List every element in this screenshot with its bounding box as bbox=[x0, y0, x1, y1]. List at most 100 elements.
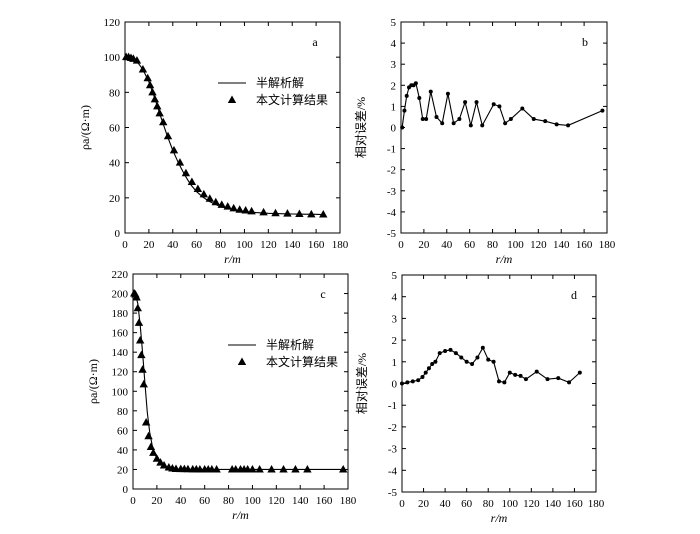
x-axis-label: r/m bbox=[496, 252, 513, 266]
point-marker bbox=[404, 93, 409, 98]
point-marker bbox=[567, 380, 572, 385]
triangle-marker bbox=[175, 158, 185, 166]
y-tick-label: -3 bbox=[387, 186, 397, 198]
point-marker bbox=[423, 370, 428, 375]
triangle-marker bbox=[139, 379, 148, 388]
triangle-marker bbox=[181, 168, 191, 177]
y-tick-label: 2 bbox=[391, 80, 397, 92]
point-marker bbox=[420, 374, 425, 379]
triangle-marker bbox=[141, 418, 151, 426]
triangle-marker bbox=[291, 464, 300, 473]
plot-frame bbox=[401, 274, 597, 493]
x-tick-label: 60 bbox=[464, 239, 476, 251]
triangle-marker bbox=[163, 131, 173, 140]
point-marker bbox=[410, 379, 415, 384]
x-tick-label: 60 bbox=[461, 498, 473, 510]
triangle-marker bbox=[247, 206, 256, 215]
y-tick-label: 200 bbox=[112, 289, 129, 301]
x-axis-label: r/m bbox=[232, 508, 249, 522]
x-tick-label: 20 bbox=[418, 498, 430, 510]
triangle-marker bbox=[132, 292, 141, 301]
triangle-marker bbox=[279, 464, 288, 473]
y-tick-label: 5 bbox=[392, 270, 398, 282]
y-tick-label: 100 bbox=[112, 386, 129, 398]
y-tick-label: 5 bbox=[391, 17, 397, 29]
triangle-marker bbox=[303, 464, 312, 473]
point-marker bbox=[420, 117, 425, 122]
x-tick-label: 160 bbox=[316, 495, 333, 507]
point-marker bbox=[545, 377, 550, 382]
point-marker bbox=[440, 121, 445, 126]
x-tick-label: 120 bbox=[530, 239, 547, 251]
point-marker bbox=[437, 351, 442, 356]
plot-frame bbox=[400, 21, 608, 234]
triangle-marker bbox=[199, 189, 209, 198]
x-tick-label: 140 bbox=[553, 239, 570, 251]
y-tick-label: -1 bbox=[387, 144, 396, 156]
panel-label: b bbox=[582, 35, 588, 49]
triangle-marker bbox=[307, 209, 316, 218]
triangle-marker bbox=[153, 101, 162, 110]
x-tick-label: 40 bbox=[441, 239, 453, 251]
x-tick-label: 0 bbox=[399, 498, 405, 510]
legend-label: 本文计算结果 bbox=[256, 92, 328, 107]
point-marker bbox=[424, 117, 429, 122]
series-line bbox=[401, 346, 581, 385]
point-marker bbox=[518, 373, 523, 378]
point-marker bbox=[497, 379, 501, 384]
point-marker bbox=[513, 372, 518, 377]
x-axis-label: r/m bbox=[224, 252, 241, 266]
x-tick-label: 80 bbox=[215, 239, 227, 251]
y-tick-label: 80 bbox=[109, 87, 121, 99]
y-tick-label: 60 bbox=[109, 123, 121, 135]
point-marker bbox=[554, 122, 559, 127]
y-tick-label: -2 bbox=[387, 165, 396, 177]
y-tick-label: 4 bbox=[392, 292, 398, 304]
point-marker bbox=[508, 117, 513, 122]
point-marker bbox=[400, 381, 404, 386]
x-tick-label: 180 bbox=[332, 239, 349, 251]
triangle-marker bbox=[271, 208, 280, 217]
y-tick-label: 20 bbox=[117, 464, 129, 476]
y-tick-label: 60 bbox=[117, 425, 129, 437]
triangle-marker bbox=[150, 94, 160, 103]
triangle-marker bbox=[212, 464, 221, 473]
point-marker bbox=[445, 91, 450, 96]
y-tick-label: 140 bbox=[112, 347, 129, 359]
y-tick-label: 0 bbox=[115, 228, 121, 240]
y-tick-label: -5 bbox=[388, 487, 398, 499]
point-marker bbox=[443, 348, 448, 353]
panel-b: 0 20 40 60 80 100 120 140 160 180 -5 -4 -3 -2 -1 0 1 2 3 4 5… bbox=[354, 17, 616, 266]
triangle-marker bbox=[155, 108, 164, 117]
legend-label: 本文计算结果 bbox=[266, 354, 338, 369]
y-tick-label: 100 bbox=[104, 52, 121, 64]
point-marker bbox=[523, 377, 528, 382]
point-marker bbox=[491, 102, 496, 107]
point-marker bbox=[428, 89, 433, 94]
y-tick-label: 4 bbox=[391, 38, 397, 50]
triangle-marker bbox=[169, 145, 179, 154]
x-tick-label: 20 bbox=[143, 239, 155, 251]
series-line bbox=[132, 293, 343, 471]
y-axis-label: 相对误差/% bbox=[355, 353, 369, 414]
x-tick-label: 180 bbox=[340, 495, 357, 507]
triangle-marker bbox=[248, 464, 257, 473]
y-axis-label: ρa/(Ω·m) bbox=[86, 359, 100, 404]
y-tick-label: 0 bbox=[391, 123, 397, 135]
y-tick-label: 20 bbox=[109, 193, 121, 205]
y-tick-label: 220 bbox=[112, 269, 129, 281]
x-tick-label: 40 bbox=[167, 239, 179, 251]
triangle-marker bbox=[135, 335, 145, 344]
x-tick-label: 160 bbox=[566, 498, 583, 510]
triangle-marker bbox=[267, 464, 276, 473]
legend-label: 半解析解 bbox=[266, 338, 314, 352]
point-marker bbox=[402, 108, 407, 113]
point-marker bbox=[480, 345, 485, 350]
x-tick-label: 60 bbox=[191, 239, 203, 251]
triangle-marker bbox=[159, 461, 169, 469]
point-marker bbox=[534, 369, 539, 374]
x-tick-label: 0 bbox=[398, 239, 404, 251]
point-marker bbox=[457, 117, 462, 122]
triangle-marker bbox=[259, 207, 268, 216]
triangle-marker bbox=[145, 80, 155, 89]
